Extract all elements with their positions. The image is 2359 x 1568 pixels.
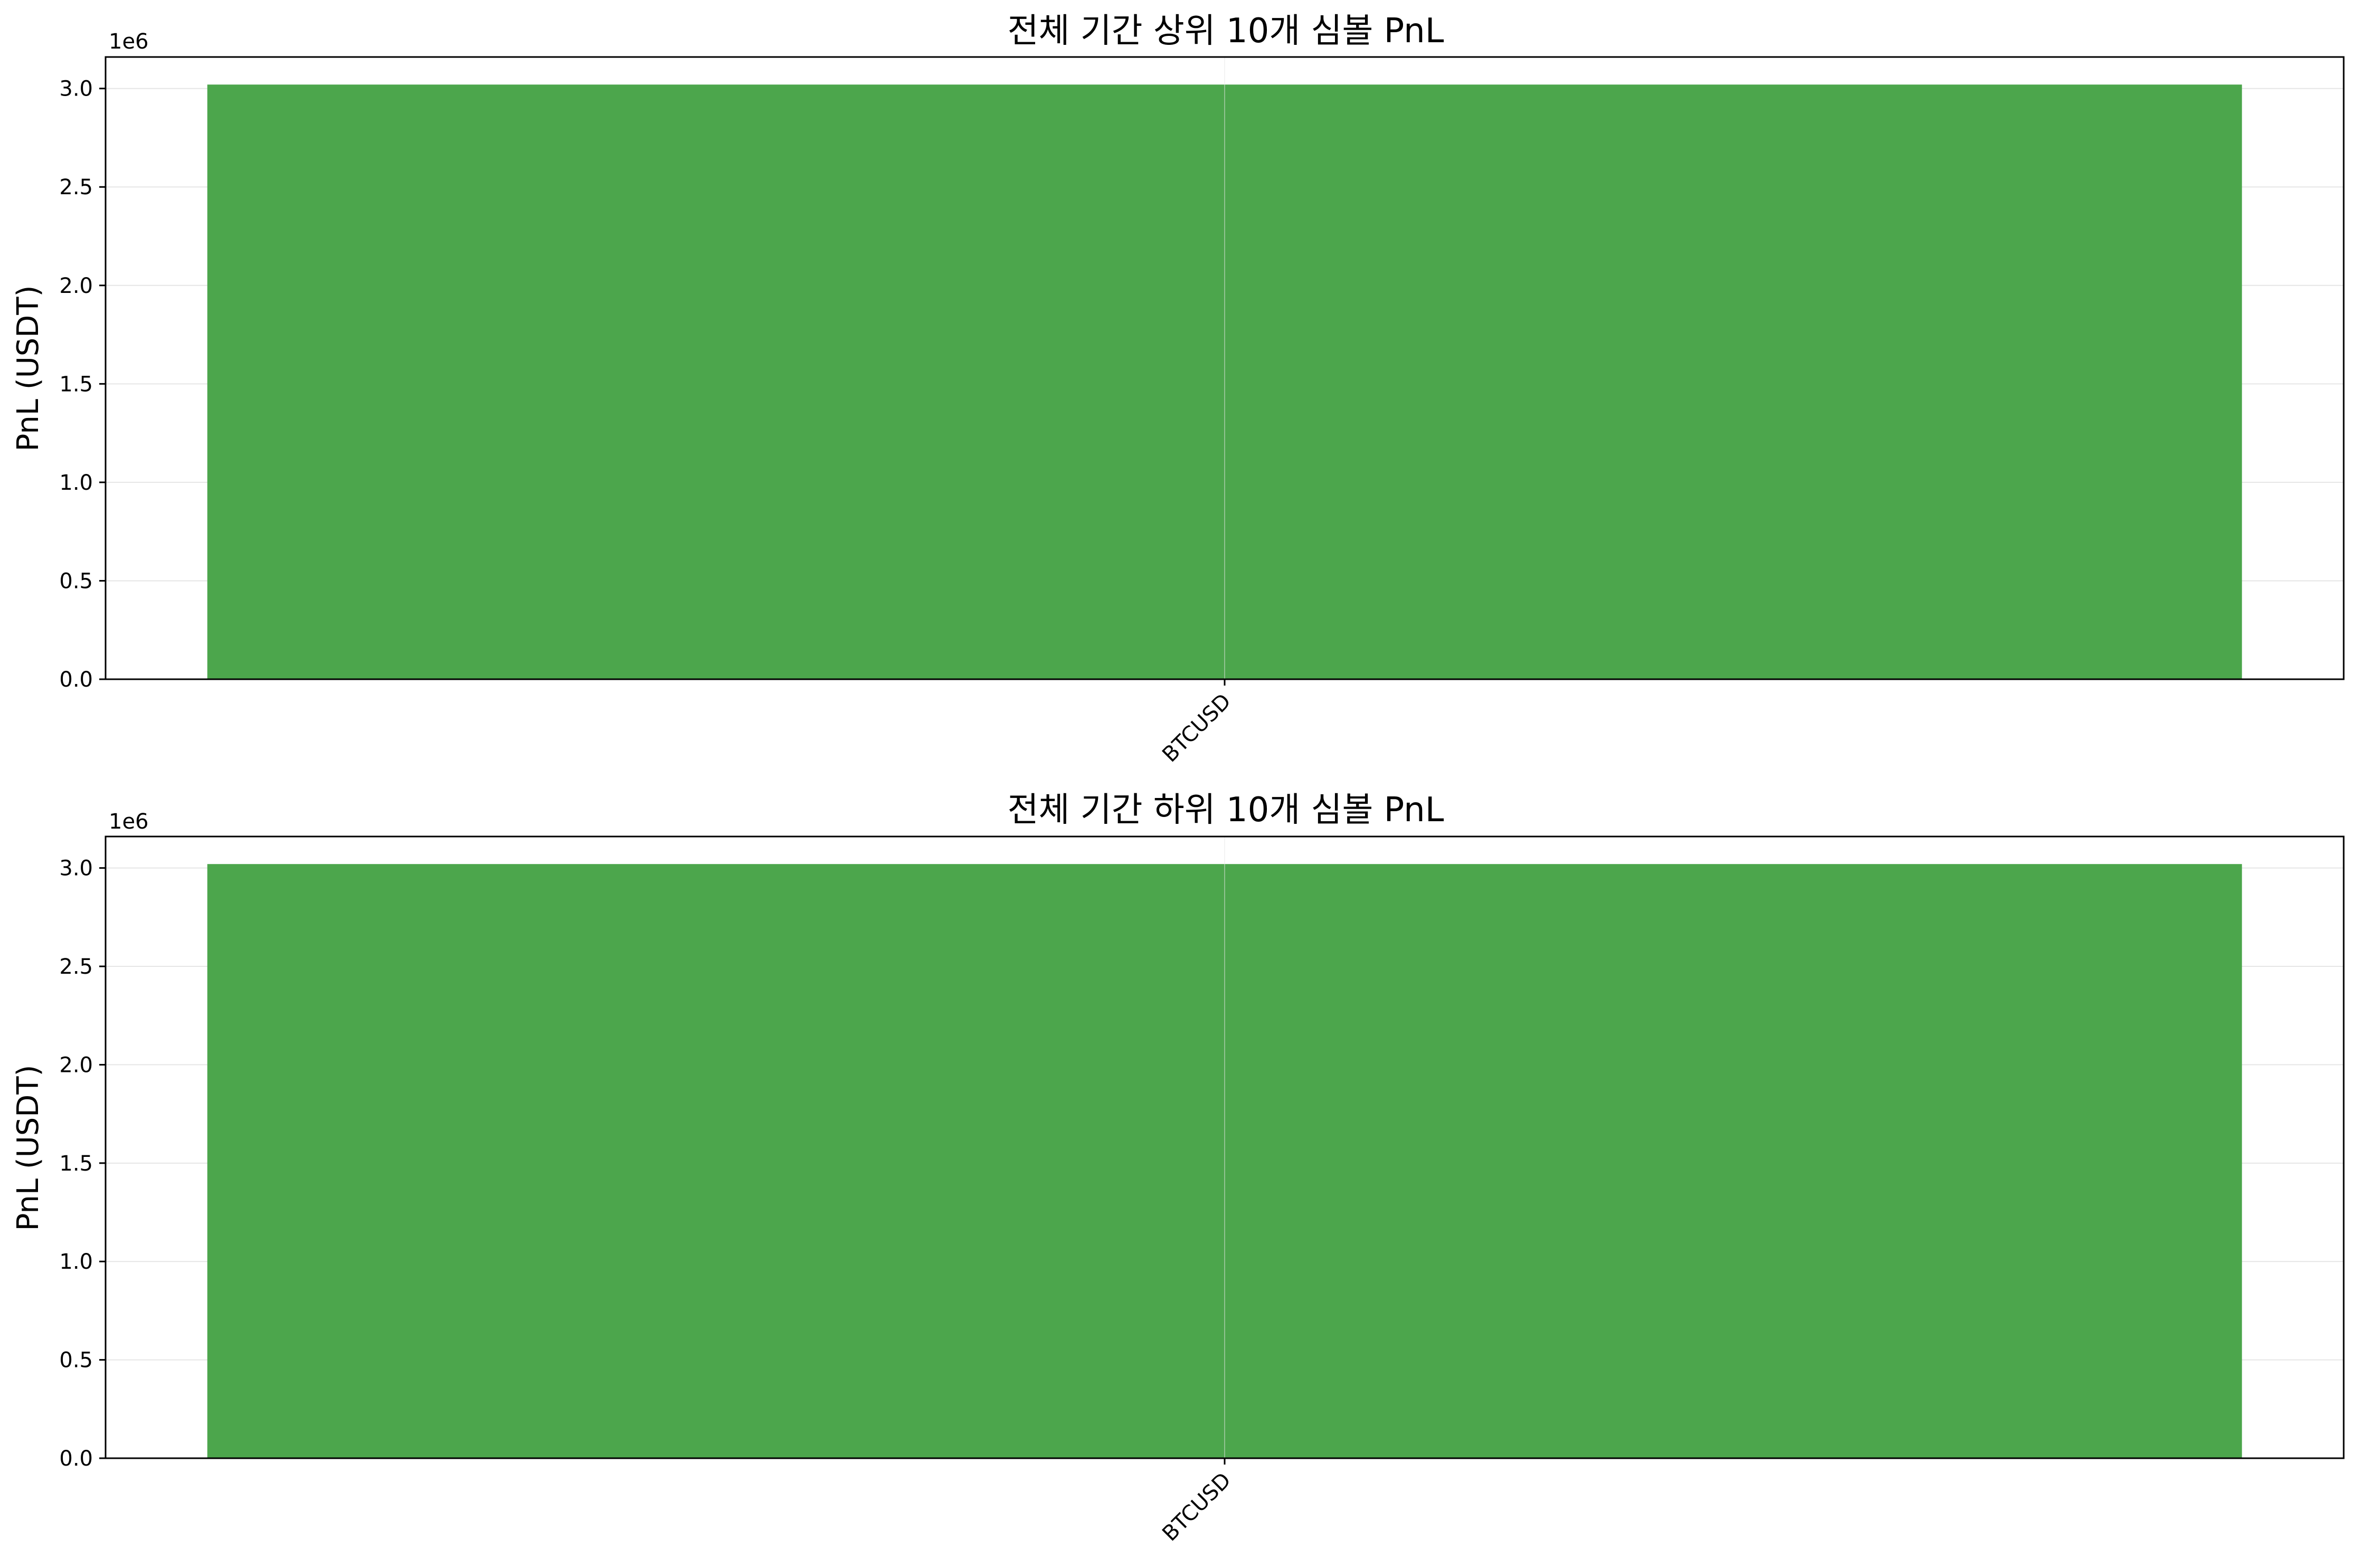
chart-bottom-ytick-label: 0.0 xyxy=(59,1447,93,1471)
chart-bottom: 전체 기간 하위 10개 심볼 PnL 1e6 PnL (USDT) 0.0 0.… xyxy=(11,791,2345,1546)
chart-bottom-ytick-label: 1.5 xyxy=(59,1152,93,1176)
chart-top-ytick-label: 2.5 xyxy=(59,175,93,199)
chart-top-ytick-label: 3.0 xyxy=(59,77,93,101)
chart-top-ytick-label: 1.5 xyxy=(59,372,93,396)
chart-top-ytick-label: 1.0 xyxy=(59,471,93,495)
chart-top-ytick-label: 0.0 xyxy=(59,668,93,692)
chart-bottom-ytick-label: 2.5 xyxy=(59,955,93,979)
chart-bottom-ylabel: PnL (USDT) xyxy=(11,1065,45,1231)
chart-top-title: 전체 기간 상위 10개 심볼 PnL xyxy=(1008,12,1444,51)
chart-top-offset-label: 1e6 xyxy=(109,30,149,54)
chart-bottom-ytick-label: 1.0 xyxy=(59,1250,93,1274)
chart-bottom-ytick-label: 3.0 xyxy=(59,857,93,881)
chart-bottom-title: 전체 기간 하위 10개 심볼 PnL xyxy=(1008,791,1444,830)
chart-top-bar-btcusd xyxy=(207,84,2242,680)
chart-top-ytick-label: 2.0 xyxy=(59,274,93,298)
chart-bottom-ytick-label: 2.0 xyxy=(59,1053,93,1077)
chart-top-ytick-label: 0.5 xyxy=(59,569,93,593)
chart-bottom-ytick-label: 0.5 xyxy=(59,1348,93,1373)
chart-bottom-offset-label: 1e6 xyxy=(109,810,149,834)
chart-top: 전체 기간 상위 10개 심볼 PnL 1e6 PnL (USDT) 0.0 0.… xyxy=(11,12,2345,767)
chart-bottom-bar-btcusd xyxy=(207,864,2242,1458)
chart-top-ylabel: PnL (USDT) xyxy=(11,286,45,452)
